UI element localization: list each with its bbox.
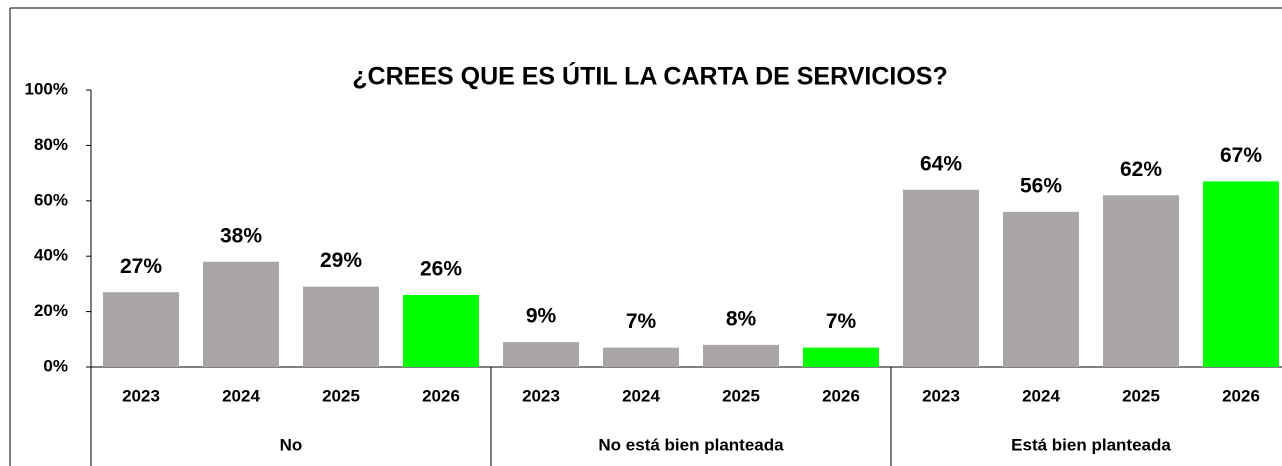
x-tick-label: 2025 — [322, 386, 360, 405]
value-label: 26% — [420, 258, 462, 281]
bar — [703, 344, 779, 367]
y-tick-label: 100% — [25, 79, 68, 98]
x-tick-label: 2023 — [922, 386, 960, 405]
value-label: 67% — [1220, 144, 1262, 167]
y-tick-label: 0% — [43, 356, 68, 375]
y-tick-label: 40% — [34, 246, 68, 265]
bar — [103, 292, 179, 367]
x-tick-label: 2026 — [1222, 386, 1260, 405]
x-tick-label: 2025 — [1122, 386, 1160, 405]
bar — [403, 294, 479, 367]
bar — [1003, 211, 1079, 367]
group-label: Está bien planteada — [1011, 435, 1171, 454]
value-label: 9% — [526, 305, 557, 328]
bar — [1103, 195, 1179, 367]
group-label: No — [280, 435, 303, 454]
bar — [503, 342, 579, 367]
group-label: No está bien planteada — [598, 435, 784, 454]
y-tick-label: 80% — [34, 135, 68, 154]
value-label: 62% — [1120, 158, 1162, 181]
x-tick-label: 2023 — [522, 386, 560, 405]
y-tick-label: 60% — [34, 190, 68, 209]
x-tick-label: 2024 — [622, 386, 660, 405]
value-label: 38% — [220, 224, 262, 247]
value-label: 29% — [320, 249, 362, 272]
x-tick-label: 2026 — [822, 386, 860, 405]
x-tick-label: 2026 — [422, 386, 460, 405]
value-label: 7% — [626, 310, 657, 333]
chart-title: ¿CREES QUE ES ÚTIL LA CARTA DE SERVICIOS… — [352, 61, 947, 91]
value-label: 8% — [726, 307, 757, 330]
bar — [803, 347, 879, 367]
bar — [603, 347, 679, 367]
x-tick-label: 2024 — [1022, 386, 1060, 405]
value-label: 56% — [1020, 174, 1062, 197]
x-tick-label: 2024 — [222, 386, 260, 405]
bar — [203, 261, 279, 367]
x-tick-label: 2025 — [722, 386, 760, 405]
bar — [1203, 181, 1279, 367]
x-tick-label: 2023 — [122, 386, 160, 405]
value-label: 64% — [920, 152, 962, 175]
value-label: 27% — [120, 255, 162, 278]
bar — [903, 189, 979, 367]
bar — [303, 286, 379, 367]
value-label: 7% — [826, 310, 857, 333]
y-tick-label: 20% — [34, 301, 68, 320]
